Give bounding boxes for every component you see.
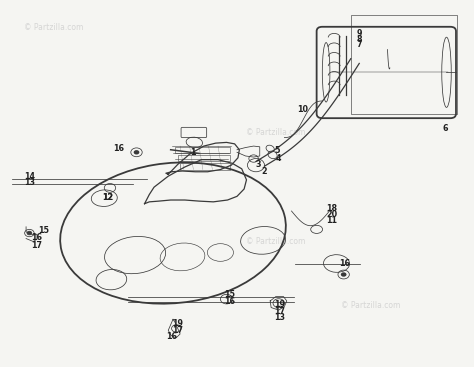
- Circle shape: [341, 272, 346, 277]
- Text: 8: 8: [356, 35, 362, 44]
- Text: 10: 10: [297, 105, 308, 114]
- Text: 12: 12: [102, 193, 114, 202]
- Text: © Partzilla.com: © Partzilla.com: [341, 301, 401, 310]
- Bar: [180, 163, 230, 170]
- Text: 11: 11: [326, 216, 337, 225]
- Text: 17: 17: [274, 307, 285, 316]
- Text: 15: 15: [224, 290, 235, 299]
- Text: 4: 4: [276, 154, 282, 163]
- Text: © Partzilla.com: © Partzilla.com: [246, 237, 306, 246]
- Text: 13: 13: [274, 313, 285, 322]
- Text: 1: 1: [191, 148, 196, 157]
- Bar: [351, 15, 457, 114]
- Text: 20: 20: [326, 210, 337, 219]
- Circle shape: [134, 150, 139, 155]
- Text: 17: 17: [31, 241, 43, 250]
- Circle shape: [27, 231, 32, 235]
- Text: 19: 19: [172, 319, 183, 328]
- Text: 16: 16: [224, 297, 235, 306]
- Text: 12: 12: [102, 193, 114, 202]
- Bar: [175, 147, 230, 153]
- Bar: [178, 155, 230, 161]
- Text: 5: 5: [274, 146, 280, 155]
- Text: 7: 7: [356, 40, 362, 49]
- Text: 17: 17: [172, 326, 183, 335]
- Text: © Partzilla.com: © Partzilla.com: [24, 23, 83, 32]
- Text: 13: 13: [24, 178, 35, 187]
- Text: © Partzilla.com: © Partzilla.com: [246, 128, 306, 137]
- Text: 16: 16: [113, 144, 124, 153]
- Text: 9: 9: [356, 29, 362, 37]
- Text: 15: 15: [38, 226, 49, 235]
- Text: 16: 16: [339, 259, 351, 268]
- Text: 2: 2: [262, 167, 267, 176]
- Text: 19: 19: [274, 300, 285, 309]
- Text: 18: 18: [326, 204, 337, 213]
- Text: 16: 16: [166, 333, 177, 341]
- Text: 14: 14: [24, 172, 35, 181]
- Text: 3: 3: [255, 160, 261, 168]
- Text: 6: 6: [443, 124, 448, 133]
- Text: 16: 16: [31, 233, 43, 242]
